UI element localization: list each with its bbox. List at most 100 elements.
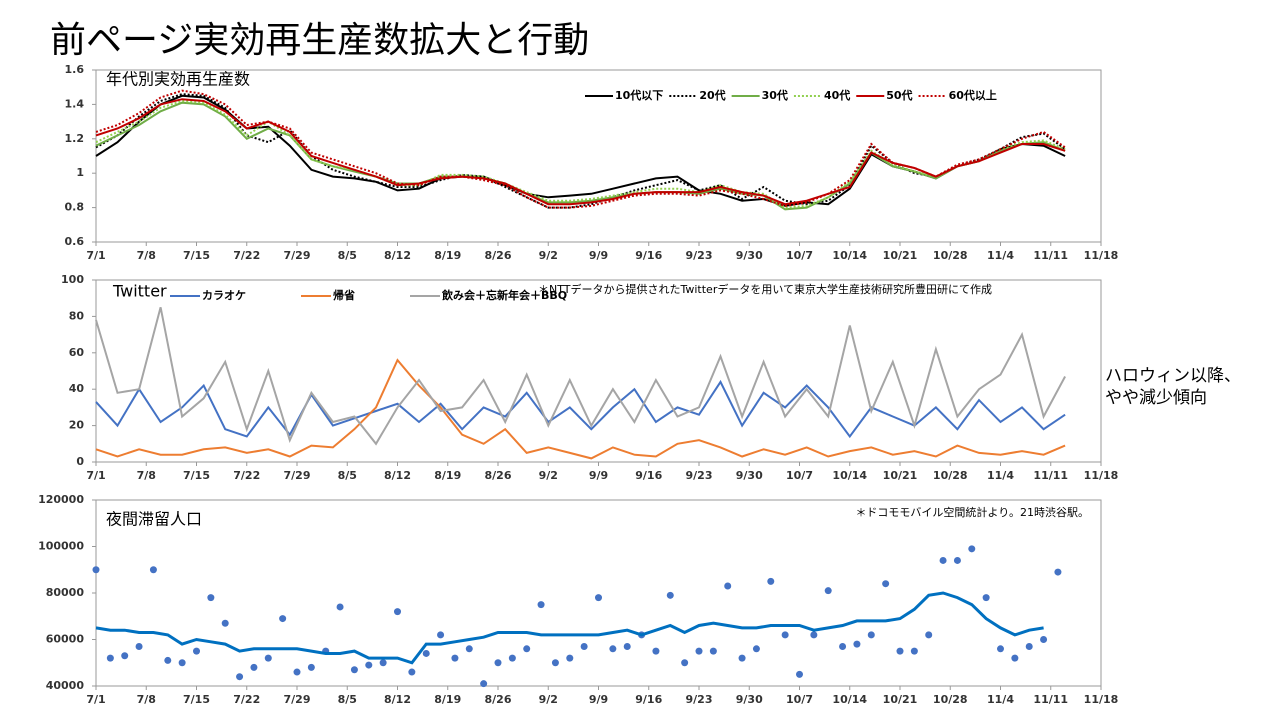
x-tick-label: 10/28 — [933, 469, 968, 482]
x-tick-label: 11/18 — [1084, 469, 1119, 482]
data-point — [92, 566, 100, 574]
x-tick-label: 7/29 — [284, 469, 311, 482]
x-tick-label: 9/16 — [635, 249, 662, 262]
side-note: ハロウィン以降、 — [1105, 366, 1241, 386]
data-point — [724, 582, 732, 590]
data-point — [264, 654, 272, 662]
data-point — [437, 631, 445, 639]
data-point — [666, 591, 674, 599]
data-point — [652, 647, 660, 655]
x-tick-label: 8/5 — [338, 469, 357, 482]
data-point — [394, 608, 401, 616]
series-line — [95, 358, 1066, 460]
data-point — [796, 670, 803, 678]
data-point — [953, 556, 961, 564]
x-tick-label: 11/11 — [1033, 249, 1068, 262]
data-point — [566, 654, 574, 662]
x-tick-label: 10/14 — [832, 249, 867, 262]
data-point — [910, 647, 918, 655]
x-tick-label: 8/19 — [434, 469, 461, 482]
x-tick-label: 10/28 — [933, 249, 968, 262]
data-point — [135, 642, 143, 650]
plot-area — [95, 499, 1102, 687]
x-tick-label: 8/26 — [485, 469, 512, 482]
y-tick-label: 1.2 — [65, 132, 85, 145]
legend-label: 30代 — [762, 88, 788, 102]
data-point — [465, 645, 473, 653]
data-point — [580, 642, 588, 650]
data-point — [537, 601, 545, 609]
data-point — [810, 631, 818, 639]
data-point — [551, 659, 559, 667]
x-tick-label: 7/8 — [137, 693, 156, 706]
data-point — [839, 642, 847, 650]
legend-label: 60代以上 — [949, 88, 997, 102]
data-point — [609, 645, 617, 653]
y-tick-label: 100000 — [38, 540, 84, 553]
data-point — [336, 603, 344, 611]
x-tick-label: 7/22 — [233, 693, 260, 706]
data-point — [379, 659, 387, 667]
plot-area — [95, 69, 1102, 243]
legend-label: 飲み会＋忘新年会＋BBQ — [441, 288, 567, 302]
data-point — [279, 615, 287, 623]
legend-label: 50代 — [886, 88, 912, 102]
data-point — [1025, 642, 1033, 650]
x-tick-label: 7/15 — [183, 249, 210, 262]
x-tick-label: 10/21 — [883, 693, 918, 706]
data-point — [451, 654, 459, 662]
x-tick-label: 10/7 — [786, 469, 813, 482]
series-line — [95, 307, 1066, 446]
x-tick-label: 11/18 — [1084, 249, 1119, 262]
x-tick-label: 11/4 — [987, 249, 1014, 262]
data-point — [982, 594, 990, 602]
data-point — [997, 645, 1004, 653]
y-tick-label: 1.6 — [65, 63, 85, 76]
data-point — [695, 647, 703, 655]
chart-label: 夜間滞留人口 — [106, 510, 202, 529]
series-line — [95, 99, 1066, 209]
x-tick-label: 8/19 — [434, 693, 461, 706]
x-tick-label: 7/15 — [183, 469, 210, 482]
data-point — [767, 577, 775, 585]
data-point — [867, 631, 875, 639]
data-point — [1054, 568, 1062, 576]
x-tick-label: 9/30 — [736, 249, 763, 262]
x-tick-label: 8/12 — [384, 249, 411, 262]
data-point — [250, 663, 258, 671]
x-tick-label: 9/30 — [736, 693, 763, 706]
x-tick-label: 11/11 — [1033, 693, 1068, 706]
data-point — [623, 642, 631, 650]
legend-label: 帰省 — [333, 288, 355, 302]
x-tick-label: 10/21 — [883, 469, 918, 482]
chart-label: Twitter — [112, 282, 167, 301]
data-point — [681, 659, 689, 667]
data-point — [896, 647, 904, 655]
data-point — [106, 654, 114, 662]
data-point — [178, 659, 186, 667]
x-tick-label: 8/19 — [434, 249, 461, 262]
y-tick-label: 100 — [61, 273, 84, 286]
data-point — [164, 656, 172, 664]
data-point — [968, 545, 976, 553]
x-tick-label: 7/22 — [233, 249, 260, 262]
data-point — [307, 663, 315, 671]
x-tick-label: 9/23 — [686, 249, 713, 262]
chart-label: 年代別実効再生産数 — [106, 70, 250, 89]
x-tick-label: 7/15 — [183, 693, 210, 706]
x-tick-label: 10/7 — [786, 249, 813, 262]
x-tick-label: 11/18 — [1084, 693, 1119, 706]
legend-label: 40代 — [824, 88, 850, 102]
data-point — [1040, 636, 1048, 643]
y-tick-label: 0.8 — [65, 201, 85, 214]
x-tick-label: 8/26 — [485, 693, 512, 706]
data-point — [408, 668, 416, 676]
data-point — [781, 631, 789, 639]
x-tick-label: 7/8 — [137, 469, 156, 482]
side-note: やや減少傾向 — [1105, 388, 1207, 408]
data-point — [494, 659, 502, 667]
x-tick-label: 7/29 — [284, 249, 311, 262]
x-tick-label: 11/4 — [987, 469, 1014, 482]
data-point — [595, 594, 602, 602]
y-tick-label: 60000 — [46, 633, 85, 646]
